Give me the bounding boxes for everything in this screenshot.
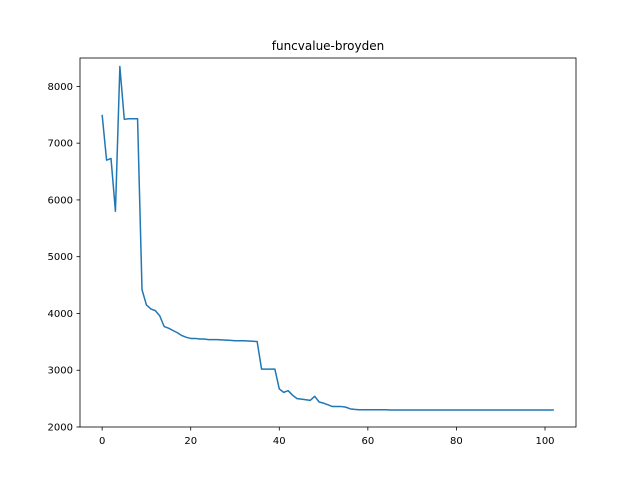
y-tick-label: 6000 — [48, 195, 73, 206]
x-tick-label: 20 — [184, 436, 197, 447]
y-tick-label: 7000 — [48, 139, 73, 150]
y-tick-label: 2000 — [48, 423, 73, 434]
plot-area — [101, 65, 554, 411]
x-tick-label: 100 — [535, 436, 554, 447]
x-tick-label: 80 — [450, 436, 463, 447]
series-line-funcvalue — [101, 65, 554, 411]
y-tick-label: 5000 — [48, 252, 73, 263]
axes: 0 20 40 60 80 100 2000 3000 4000 5000 6000 7000 8000 — [48, 57, 577, 447]
x-tick-label: 0 — [99, 436, 105, 447]
chart-title: funcvalue-broyden — [272, 39, 384, 53]
x-tick-label: 40 — [273, 436, 286, 447]
y-tick-label: 3000 — [48, 366, 73, 377]
x-tick-label: 60 — [361, 436, 374, 447]
y-tick-label: 4000 — [48, 309, 73, 320]
axes-frame — [79, 57, 577, 428]
y-tick-label: 8000 — [48, 82, 73, 93]
